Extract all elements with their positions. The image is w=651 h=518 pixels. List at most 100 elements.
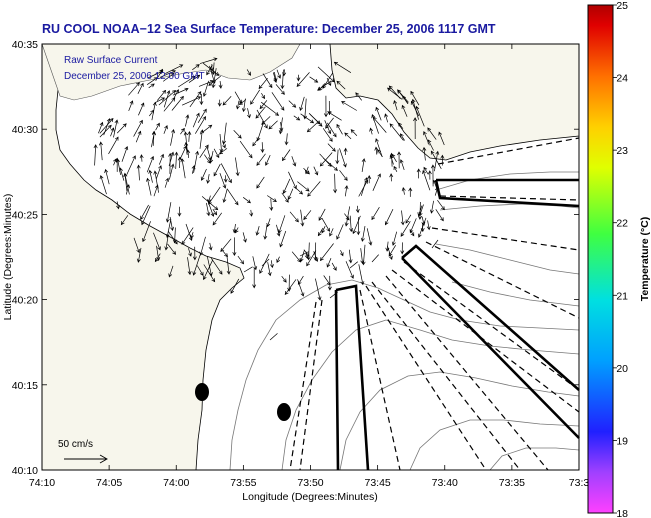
current-vector [206, 202, 211, 217]
current-vector [258, 77, 268, 90]
current-vector [116, 123, 127, 134]
current-vector [401, 186, 406, 195]
current-vector [296, 72, 310, 87]
current-vector [249, 209, 254, 217]
current-vector [262, 73, 273, 89]
current-vector [327, 122, 337, 138]
current-vector [306, 242, 311, 261]
surface-current-vectors [93, 57, 445, 341]
current-vector [299, 251, 310, 257]
current-vector [125, 184, 131, 195]
current-vector [136, 164, 141, 181]
current-vector [153, 232, 161, 251]
x-tick-label: 73:40 [432, 477, 458, 489]
current-vector [276, 224, 281, 237]
current-vector [401, 104, 408, 117]
current-vector [98, 121, 104, 134]
current-vector [185, 223, 193, 242]
current-vector [222, 122, 227, 145]
current-vector [137, 82, 144, 94]
current-vector [256, 109, 268, 129]
current-vector [197, 108, 207, 123]
marker-buoy-2 [277, 403, 291, 421]
current-vector [336, 224, 344, 240]
colorbar-tick-label: 22 [616, 218, 628, 230]
colorbar-tick-label: 20 [616, 363, 628, 375]
current-vector [208, 75, 221, 86]
current-vector [289, 211, 299, 223]
current-vector [400, 242, 405, 255]
current-vector [234, 91, 243, 104]
current-vector [192, 246, 197, 261]
current-vector [153, 170, 159, 193]
current-vector [427, 127, 437, 140]
current-vector [335, 149, 340, 165]
current-vector [400, 210, 405, 226]
current-vector [400, 133, 405, 141]
current-vector [232, 237, 237, 257]
current-vector [199, 236, 206, 256]
current-vector [371, 254, 379, 263]
current-vector [360, 226, 366, 242]
current-vector [207, 195, 212, 204]
current-vector [323, 95, 329, 118]
current-vector [435, 209, 444, 222]
current-vector [99, 175, 107, 195]
current-vector [151, 101, 157, 121]
current-vector [212, 212, 222, 226]
current-vector [255, 106, 266, 119]
current-vector [155, 122, 160, 131]
y-tick-label: 40:20 [12, 295, 38, 307]
current-vector [167, 243, 177, 255]
current-vector [164, 234, 169, 251]
current-vector [156, 89, 167, 101]
current-vector [360, 248, 365, 265]
current-vector [400, 221, 411, 237]
land-ny [329, 43, 580, 161]
current-vector [339, 250, 344, 257]
current-vector [434, 186, 439, 196]
current-vector [299, 96, 305, 112]
current-vector [222, 188, 228, 203]
current-vector [218, 148, 228, 155]
current-vector [193, 150, 200, 173]
current-vector [327, 275, 332, 291]
current-vector [284, 279, 297, 295]
current-vector [169, 163, 175, 180]
current-vector [206, 64, 213, 76]
current-vector [227, 189, 239, 206]
current-vector [243, 266, 253, 273]
current-vector [278, 215, 286, 234]
current-vector [352, 215, 361, 235]
current-vector [269, 198, 274, 211]
current-vector [267, 262, 272, 277]
current-vector [139, 154, 144, 162]
current-vector [128, 100, 134, 112]
current-vector [281, 275, 287, 283]
current-vector [168, 265, 174, 278]
current-vector [426, 220, 431, 231]
current-vector [384, 208, 394, 226]
current-vector [170, 128, 176, 146]
legend-line-2: December 25, 2006 12:00 GMT [64, 71, 205, 82]
current-vector [165, 202, 172, 223]
current-vector [266, 218, 271, 228]
current-vector [138, 102, 145, 116]
current-vector [211, 68, 217, 89]
current-vector [269, 333, 278, 341]
current-vector [113, 158, 117, 166]
current-vector [360, 177, 368, 196]
current-vector [349, 215, 354, 233]
colorbar-tick-label: 24 [616, 73, 628, 85]
current-vector [318, 208, 326, 221]
current-vector [199, 93, 204, 106]
current-vector [226, 255, 231, 275]
current-vector [300, 209, 305, 227]
current-vector [409, 229, 415, 237]
current-vector [336, 80, 346, 90]
current-vector [355, 92, 362, 101]
current-vector [397, 151, 402, 169]
current-vector [260, 101, 280, 116]
current-vector [196, 265, 204, 277]
